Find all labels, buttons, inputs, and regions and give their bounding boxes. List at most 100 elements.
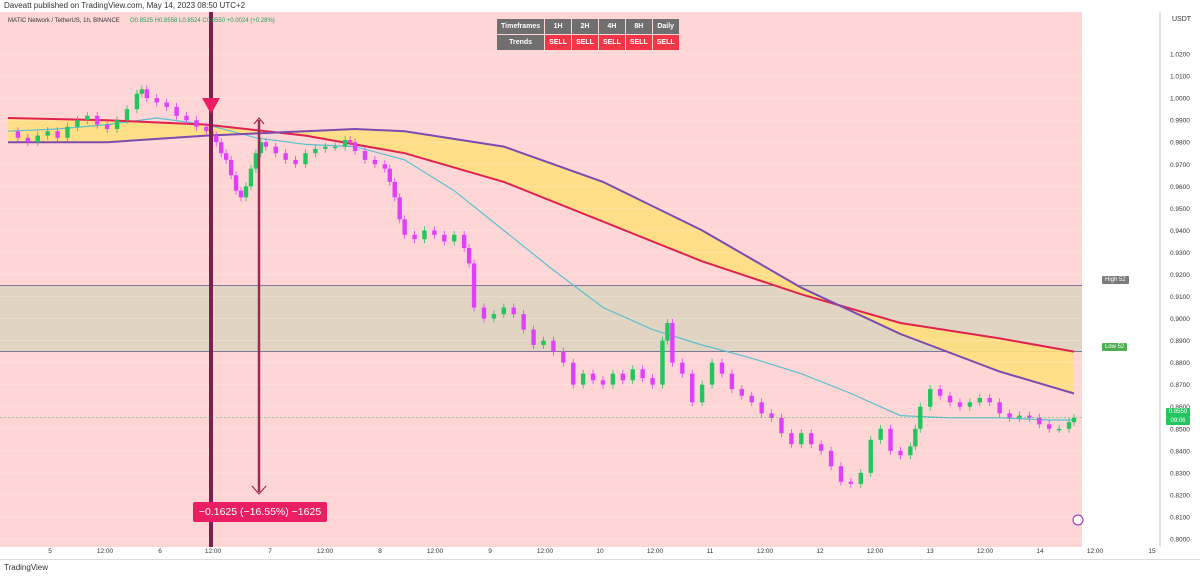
candle bbox=[491, 314, 497, 319]
x-tick-label: 12:00 bbox=[427, 548, 444, 555]
candle bbox=[104, 124, 110, 129]
sell-background bbox=[0, 12, 1082, 547]
right-axis-bg bbox=[1082, 12, 1200, 547]
candle bbox=[333, 146, 338, 149]
candle bbox=[660, 340, 665, 385]
y-tick-label: 0.9000 bbox=[1170, 316, 1190, 323]
tf-header-4h: 4H bbox=[598, 19, 625, 34]
x-tick-label: 14 bbox=[1036, 548, 1044, 555]
ohlc-readout: O0.8525 H0.8558 L0.8524 C0.8550 +0.0024 … bbox=[130, 18, 275, 24]
candle bbox=[1047, 424, 1052, 429]
y-tick-label: 0.8900 bbox=[1170, 338, 1190, 345]
candle bbox=[442, 234, 447, 242]
x-tick-label: 6 bbox=[158, 548, 162, 555]
candle bbox=[749, 395, 754, 403]
candle bbox=[392, 181, 397, 198]
candle bbox=[878, 428, 883, 440]
y-tick-label: 0.8700 bbox=[1170, 382, 1190, 389]
candle bbox=[303, 153, 308, 165]
y-tick-label: 0.9400 bbox=[1170, 228, 1190, 235]
price-chart[interactable]: 1.0200 1.0100 1.0000 0.9900 0.9800 0.9700 0.96… bbox=[0, 12, 1200, 559]
candle bbox=[238, 190, 244, 198]
candle bbox=[387, 168, 392, 182]
ema_fast-line bbox=[7, 117, 1074, 421]
low-level-tag: Low 52 bbox=[1102, 343, 1128, 351]
candle bbox=[531, 329, 536, 346]
candle bbox=[323, 146, 328, 149]
ema_red-line bbox=[7, 117, 1075, 353]
y-tick-label: 0.8800 bbox=[1170, 360, 1190, 367]
candle bbox=[1017, 415, 1022, 418]
candle bbox=[799, 433, 804, 445]
y-tick-label: 0.9600 bbox=[1170, 184, 1190, 191]
candle bbox=[253, 153, 259, 169]
lightning-icon bbox=[1072, 514, 1084, 526]
trend-daily: SELL bbox=[652, 35, 679, 50]
candle bbox=[1056, 428, 1062, 431]
candle bbox=[95, 115, 100, 125]
x-tick-label: 12:00 bbox=[977, 548, 994, 555]
x-tick-label: 12:00 bbox=[317, 548, 334, 555]
x-tick-label: 10 bbox=[596, 548, 604, 555]
candle bbox=[809, 433, 814, 445]
y-tick-label: 0.9700 bbox=[1170, 162, 1190, 169]
sell-signal-marker bbox=[202, 98, 220, 114]
ema_purple-line bbox=[8, 127, 1075, 395]
y-tick-label: 0.8600 bbox=[1170, 404, 1190, 411]
x-tick-label: 12:00 bbox=[205, 548, 222, 555]
candle bbox=[85, 115, 90, 121]
y-tick-label: 0.9500 bbox=[1170, 206, 1190, 213]
x-tick-label: 12:00 bbox=[97, 548, 114, 555]
candle bbox=[471, 263, 477, 308]
countdown-tag: 09:06 bbox=[1166, 417, 1190, 425]
candle bbox=[223, 153, 229, 160]
x-tick-label: 12:00 bbox=[757, 548, 774, 555]
trend-4h: SELL bbox=[598, 35, 625, 50]
y-tick-label: 0.8100 bbox=[1170, 514, 1190, 521]
candle bbox=[412, 234, 417, 240]
candle bbox=[134, 93, 140, 110]
candle bbox=[1027, 415, 1032, 418]
y-tick-label: 1.0200 bbox=[1170, 52, 1190, 59]
candle bbox=[283, 153, 288, 160]
x-tick-label: 12:00 bbox=[867, 548, 884, 555]
candle bbox=[1071, 417, 1077, 423]
candle bbox=[670, 322, 675, 363]
candle bbox=[432, 230, 437, 235]
x-tick-label: 12:00 bbox=[537, 548, 554, 555]
measure-arrow-tail bbox=[253, 117, 265, 125]
x-tick-label: 13 bbox=[926, 548, 934, 555]
candle bbox=[739, 389, 745, 396]
candle bbox=[362, 151, 368, 160]
candle bbox=[977, 397, 982, 403]
trend-8h: SELL bbox=[625, 35, 652, 50]
candle bbox=[898, 450, 903, 456]
candle bbox=[55, 131, 60, 138]
candle bbox=[452, 234, 457, 242]
candle bbox=[729, 373, 735, 390]
candle bbox=[888, 428, 893, 451]
candle bbox=[610, 373, 616, 385]
candle bbox=[928, 389, 933, 407]
candle bbox=[25, 137, 31, 143]
candle bbox=[719, 362, 725, 374]
candle bbox=[219, 142, 224, 154]
x-tick-label: 12:00 bbox=[1087, 548, 1104, 555]
candle bbox=[699, 384, 705, 403]
candle bbox=[481, 307, 487, 319]
y-tick-label: 0.9100 bbox=[1170, 294, 1190, 301]
candle bbox=[561, 351, 566, 363]
current-price-tag: 0.8550 bbox=[1166, 408, 1190, 417]
candle bbox=[313, 148, 318, 154]
x-tick-label: 11 bbox=[707, 548, 714, 555]
candle bbox=[402, 219, 407, 235]
x-tick-label: 12:00 bbox=[647, 548, 664, 555]
candle bbox=[789, 433, 794, 445]
candle bbox=[590, 373, 596, 381]
x-tick-label: 5 bbox=[48, 548, 52, 555]
candle bbox=[541, 340, 546, 346]
candle bbox=[818, 444, 824, 451]
candle bbox=[868, 439, 873, 473]
trend-row-label: Trends bbox=[497, 35, 545, 50]
candle bbox=[1037, 417, 1042, 425]
